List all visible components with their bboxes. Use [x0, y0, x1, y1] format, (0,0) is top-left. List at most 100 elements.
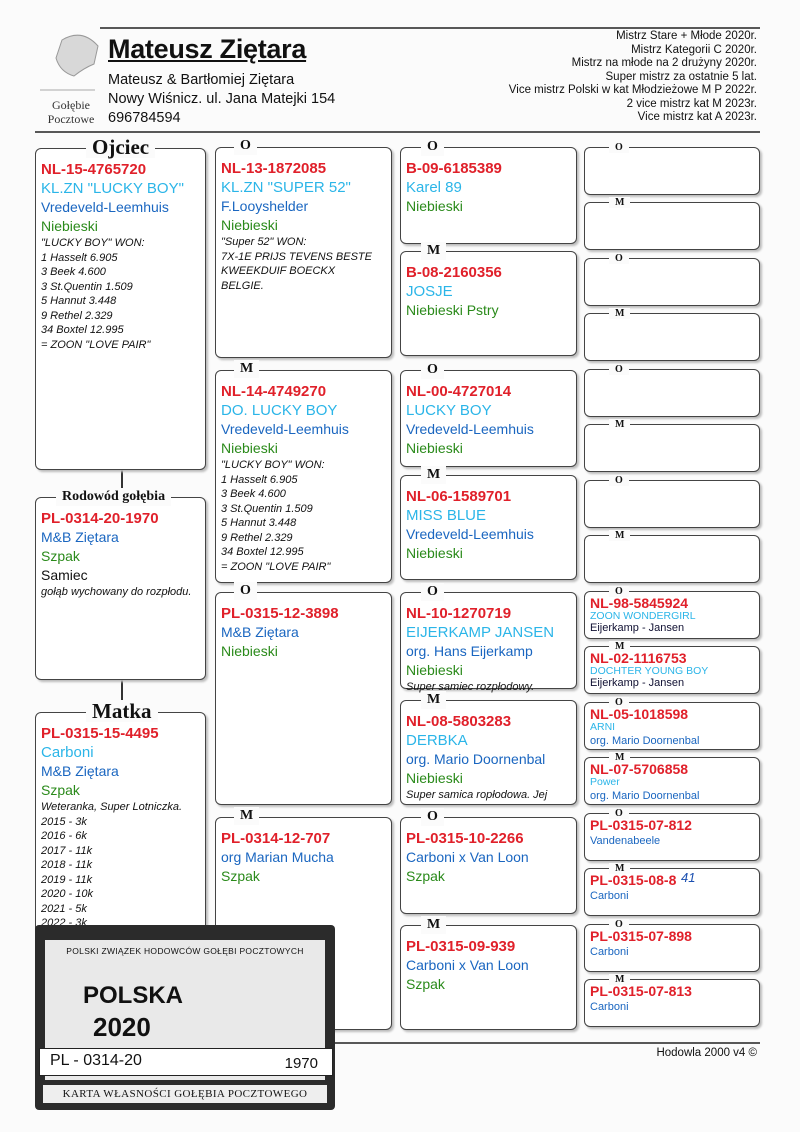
- box-content: PL-0315-10-2266 Carboni x Van Loon Szpak: [406, 829, 572, 886]
- breeder-name: Mateusz Ziętara: [108, 34, 307, 64]
- box-label: O: [609, 142, 629, 153]
- pedigree-box: O: [584, 142, 760, 195]
- pedigree-text: PL-0315-07-898: [590, 928, 692, 944]
- box-label: O: [609, 697, 629, 708]
- pedigree-text: Weteranka, Super Lotniczka.: [41, 801, 183, 813]
- pedigree-text: Niebieski Pstry: [406, 302, 499, 318]
- box-content: NL-02-1116753 DOCHTER YOUNG BOY Eijerkamp …: [590, 650, 755, 690]
- pedigree-text: Szpak: [221, 868, 260, 884]
- card-caption: KARTA WŁASNOŚCI GOŁĘBIA POCZTOWEGO: [43, 1085, 327, 1103]
- pedigree-box: M: [584, 530, 760, 583]
- box-label: O: [609, 253, 629, 264]
- box-content: B-08-2160356 JOSJE Niebieski Pstry: [406, 263, 572, 320]
- pedigree-text: 2015 - 3k: [41, 815, 87, 828]
- pedigree-box: O B-09-6185389 Karel 89 Niebieski: [400, 138, 577, 244]
- pedigree-text: Vredeveld-Leemhuis: [406, 526, 534, 542]
- card-ring: PL - 0314-20: [50, 1052, 142, 1069]
- pedigree-text: NL-05-1018598: [590, 706, 689, 722]
- box-content: B-09-6185389 Karel 89 Niebieski: [406, 159, 572, 216]
- box-label: M: [421, 466, 447, 484]
- card-number: 1970: [284, 1055, 318, 1072]
- pedigree-box: M: [584, 308, 760, 361]
- pedigree-text: ZOON WONDERGIRL: [590, 611, 696, 622]
- pedigree-text: LUCKY BOY: [406, 402, 492, 419]
- pedigree-text: PL-0315-10-2266: [406, 830, 524, 847]
- pedigree-text: BELGIE.: [221, 279, 264, 292]
- pedigree-text: KL.ZN "SUPER 52": [221, 179, 351, 196]
- pedigree-text: M&B Ziętara: [41, 763, 119, 779]
- pedigree-text: Niebieski: [406, 770, 463, 786]
- box-content: PL-0315-12-3898 M&B Ziętara Niebieski: [221, 604, 387, 661]
- pedigree-text: 9 Rethel 2.329: [41, 309, 113, 322]
- pedigree-box: M B-08-2160356 JOSJE Niebieski Pstry: [400, 242, 577, 356]
- pedigree-text: org. Hans Eijerkamp: [406, 643, 533, 659]
- box-label: M: [609, 641, 631, 652]
- pedigree-text: PL-0315-07-812: [590, 817, 692, 833]
- pedigree-box: O PL-0315-12-3898 M&B Ziętara Niebieski: [215, 582, 392, 805]
- pedigree-box: Rodowód gołębia PL-0314-20-1970 M&B Ziętar…: [35, 488, 206, 680]
- pedigree-text: Vredeveld-Leemhuis: [406, 421, 534, 437]
- box-content: PL-0315-15-4495 Carboni M&B Ziętara Szpak We…: [41, 724, 201, 931]
- pedigree-text: KWEEKDUIF BOECKX: [221, 265, 336, 277]
- box-label: O: [609, 364, 629, 375]
- pedigree-text: org Marian Mucha: [221, 849, 334, 865]
- box-label: M: [421, 691, 447, 709]
- pedigree-text: 34 Boxtel 12.995: [41, 324, 124, 336]
- pedigree-text: Szpak: [406, 976, 445, 992]
- pedigree-text: NL-10-1270719: [406, 605, 512, 622]
- pedigree-text: PL-0315-09-939: [406, 938, 516, 955]
- pedigree-box: M: [584, 419, 760, 472]
- pedigree-box: Ojciec NL-15-4765720 KL.ZN "LUCKY BOY" Vred…: [35, 136, 206, 470]
- pedigree-text: 5 Hannut 3.448: [221, 517, 297, 529]
- card-org: POLSKI ZWIĄZEK HODOWCÓW GOŁĘBI POCZTOWYC…: [66, 946, 304, 956]
- pedigree-text: Eijerkamp - Jansen: [590, 622, 685, 634]
- pedigree-text: 3 Beek 4.600: [221, 488, 286, 500]
- pedigree-text: Carboni: [590, 1001, 629, 1013]
- box-content: NL-14-4749270 DO. LUCKY BOY Vredeveld-Leem…: [221, 382, 387, 574]
- footer: Hodowla 2000 v4 ©: [656, 1047, 757, 1059]
- title-line: Vice mistrz kat A 2023r.: [637, 111, 757, 123]
- pedigree-text: PL-0314-20-1970: [41, 510, 159, 527]
- box-label: M: [609, 974, 631, 985]
- box-label: Ojciec: [86, 136, 156, 158]
- pedigree-text: Vredeveld-Leemhuis: [221, 421, 349, 437]
- pedigree-text: NL-07-5706858: [590, 761, 689, 777]
- pedigree-text: Karel 89: [406, 179, 462, 196]
- pedigree-text: 7X-1E PRIJS TEVENS BESTE: [221, 250, 372, 263]
- pedigree-text: JOSJE: [406, 283, 453, 300]
- pedigree-text: 2017 - 11k: [41, 844, 93, 857]
- pedigree-text: org. Mario Doornenbal: [406, 751, 546, 767]
- box-content: PL-0314-12-707 org Marian Mucha Szpak: [221, 829, 387, 886]
- card-year: 2020: [93, 1012, 151, 1042]
- box-content: NL-07-5706858 Power org. Mario Doornenbal: [590, 761, 755, 803]
- pedigree-text: 2019 - 11k: [41, 873, 93, 886]
- pedigree-text: NL-06-1589701: [406, 488, 512, 505]
- box-content: NL-06-1589701 MISS BLUE Vredeveld-Leemhuis…: [406, 487, 572, 563]
- ownership-card: POLSKI ZWIĄZEK HODOWCÓW GOŁĘBI POCZTOWYC…: [35, 925, 335, 1110]
- pedigree-text: Niebieski: [406, 545, 463, 561]
- pedigree-text: Szpak: [41, 548, 80, 564]
- title-line: Vice mistrz Polski w kat Młodzieżowe M P…: [508, 84, 757, 96]
- pedigree-text: M&B Ziętara: [41, 529, 119, 545]
- pedigree-text: PL-0315-12-3898: [221, 605, 339, 622]
- pedigree-text: Niebieski: [221, 643, 278, 659]
- pedigree-text: Carboni x Van Loon: [406, 957, 529, 973]
- pedigree-text: B-09-6185389: [406, 160, 502, 177]
- pedigree-text: 2020 - 10k: [41, 888, 93, 900]
- box-label: M: [609, 308, 631, 319]
- pedigree-text: Niebieski: [221, 440, 278, 456]
- pedigree-box: O: [584, 253, 760, 306]
- pedigree-text: Niebieski: [406, 440, 463, 456]
- pedigree-box: M NL-02-1116753 DOCHTER YOUNG BOY Eijerkamp…: [584, 641, 760, 694]
- box-label: M: [609, 197, 631, 208]
- pedigree-text: Carboni: [590, 946, 629, 958]
- box-content: PL-0315-09-939 Carboni x Van Loon Szpak: [406, 937, 572, 994]
- pedigree-text: PL-0315-07-813: [590, 983, 692, 999]
- title-line: Mistrz na młode na 2 drużyny 2020r.: [571, 57, 757, 69]
- header-line: 696784594: [108, 110, 181, 126]
- box-label: M: [421, 242, 447, 260]
- card-country: POLSKA: [83, 982, 184, 1009]
- title-line: Mistrz Kategorii C 2020r.: [631, 43, 757, 56]
- box-content: NL-98-5845924 ZOON WONDERGIRL Eijerkamp - …: [590, 595, 755, 635]
